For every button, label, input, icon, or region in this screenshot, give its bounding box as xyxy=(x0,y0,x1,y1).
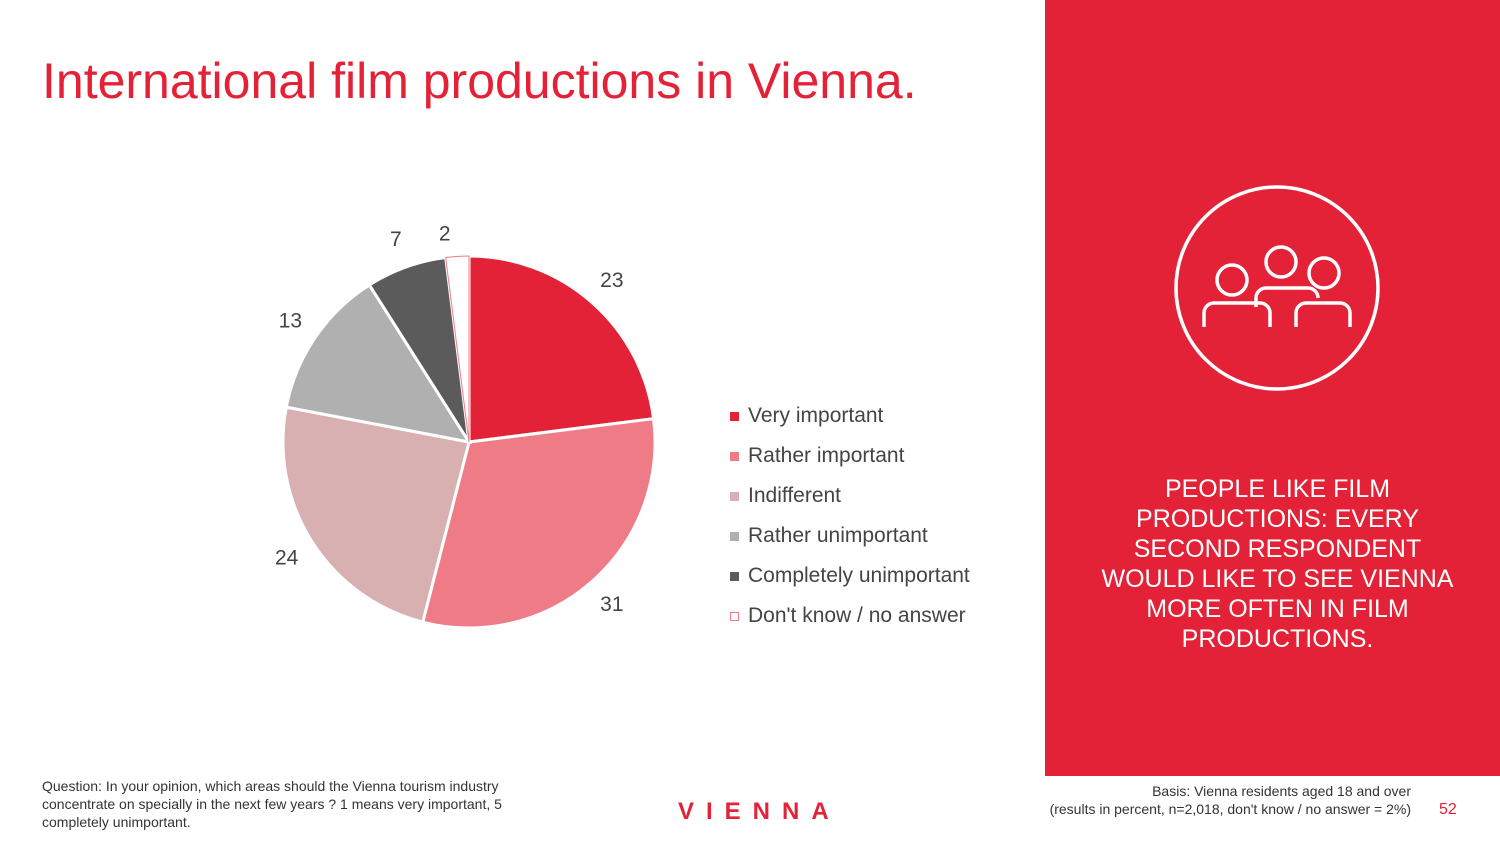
pie-chart: 23 31 24 13 7 2 xyxy=(275,222,657,630)
legend-label: Don't know / no answer xyxy=(748,604,966,627)
people-group-icon xyxy=(1174,185,1380,391)
basis-line-2: (results in percent, n=2,018, don't know… xyxy=(1049,801,1411,817)
legend-swatch xyxy=(730,491,739,501)
legend-label: Very important xyxy=(748,404,884,427)
legend-label: Rather important xyxy=(748,444,905,467)
legend-swatch xyxy=(730,531,739,541)
legend-label: Rather unimportant xyxy=(748,524,928,547)
question-note: Question: In your opinion, which areas s… xyxy=(42,778,502,830)
data-label: 23 xyxy=(600,269,623,292)
legend-swatch xyxy=(730,451,739,461)
data-label: 7 xyxy=(390,228,402,251)
pie-slice xyxy=(467,254,656,444)
chart-legend: Very important Rather important Indifferen… xyxy=(730,396,970,636)
pie-slice xyxy=(281,405,471,624)
legend-item: Rather important xyxy=(730,436,970,476)
legend-item: Rather unimportant xyxy=(730,516,970,556)
legend-label: Indifferent xyxy=(748,484,842,507)
pie-slice xyxy=(284,282,473,445)
data-label: 31 xyxy=(600,593,623,616)
legend-item: Don't know / no answer xyxy=(730,596,970,636)
page-number: 52 xyxy=(1439,801,1457,818)
data-label: 13 xyxy=(279,310,302,333)
basis-note: Basis: Vienna residents aged 18 and over… xyxy=(1050,782,1411,818)
pie-slice xyxy=(445,255,470,443)
pie-slice xyxy=(420,417,657,630)
basis-line-1: Basis: Vienna residents aged 18 and over xyxy=(1152,783,1411,799)
data-label: 2 xyxy=(439,222,451,245)
legend-swatch xyxy=(730,411,739,421)
legend-item: Completely unimportant xyxy=(730,556,970,596)
legend-swatch xyxy=(730,611,739,621)
legend-item: Indifferent xyxy=(730,476,970,516)
legend-label: Completely unimportant xyxy=(748,564,970,587)
page-title: International film productions in Vienna… xyxy=(42,53,917,109)
callout-text: PEOPLE LIKE FILM PRODUCTIONS: EVERY SECO… xyxy=(1101,475,1454,653)
legend-swatch xyxy=(730,571,739,581)
legend-item: Very important xyxy=(730,396,970,436)
data-label: 24 xyxy=(275,547,299,570)
vienna-logo: VIENNA xyxy=(678,798,841,825)
